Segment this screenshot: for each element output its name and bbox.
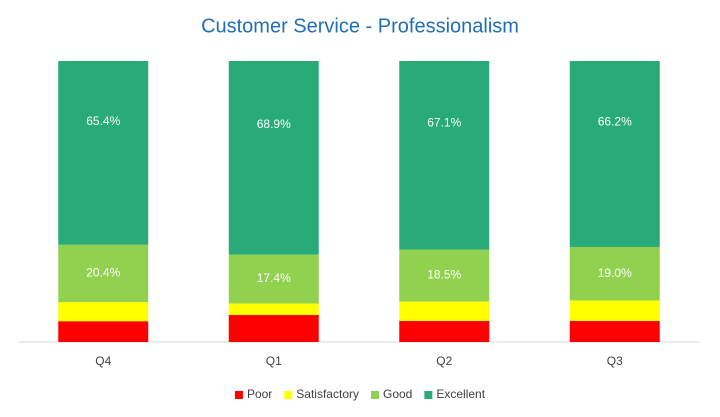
- data-label: 65.4%: [86, 114, 120, 128]
- bar-segment: [569, 320, 660, 342]
- bar-segment: [569, 300, 660, 321]
- legend-swatch: [284, 391, 293, 399]
- legend-label: Good: [383, 387, 412, 401]
- x-tick-label: Q3: [607, 354, 623, 368]
- data-label: 17.4%: [257, 271, 291, 285]
- legend-swatch: [234, 391, 243, 399]
- bar-segment: [58, 61, 149, 245]
- data-label: 20.4%: [86, 266, 120, 280]
- data-label: 19.0%: [598, 266, 632, 280]
- chart-title: Customer Service - Professionalism: [201, 15, 519, 37]
- bar-segment: [399, 61, 490, 250]
- bar-segment: [399, 249, 490, 302]
- legend-label: Poor: [247, 387, 272, 401]
- x-tick-label: Q4: [95, 354, 111, 368]
- legend-swatch: [424, 391, 433, 399]
- data-label: 68.9%: [257, 117, 291, 131]
- bar-segment: [569, 61, 660, 248]
- data-label: 67.1%: [427, 115, 461, 129]
- bar-segment: [228, 61, 319, 255]
- bar-segment: [569, 247, 660, 301]
- legend-label: Satisfactory: [296, 387, 359, 401]
- bar-segment: [228, 303, 319, 316]
- legend-label: Excellent: [436, 387, 485, 401]
- bar-segment: [228, 254, 319, 304]
- bar-segment: [399, 301, 490, 321]
- bar-segment: [58, 244, 149, 303]
- bar-segment: [228, 315, 319, 342]
- bar-segment: [58, 321, 149, 342]
- x-tick-label: Q2: [436, 354, 452, 368]
- bar-segment: [58, 302, 149, 322]
- data-label: 66.2%: [598, 115, 632, 129]
- bar-segment: [399, 320, 490, 342]
- x-tick-label: Q1: [266, 354, 282, 368]
- data-label: 18.5%: [427, 268, 461, 282]
- legend-swatch: [371, 391, 379, 399]
